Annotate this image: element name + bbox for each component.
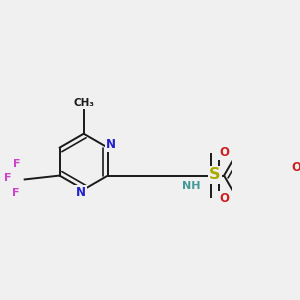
Text: O: O <box>219 192 229 205</box>
Text: F: F <box>13 159 21 169</box>
Text: F: F <box>4 173 11 183</box>
Text: O: O <box>291 161 300 174</box>
Text: CH₃: CH₃ <box>73 98 94 108</box>
Text: N: N <box>106 138 116 151</box>
Text: O: O <box>219 146 229 159</box>
Text: F: F <box>12 188 19 198</box>
Text: N: N <box>76 186 85 199</box>
Text: S: S <box>209 167 220 182</box>
Text: NH: NH <box>182 181 200 190</box>
